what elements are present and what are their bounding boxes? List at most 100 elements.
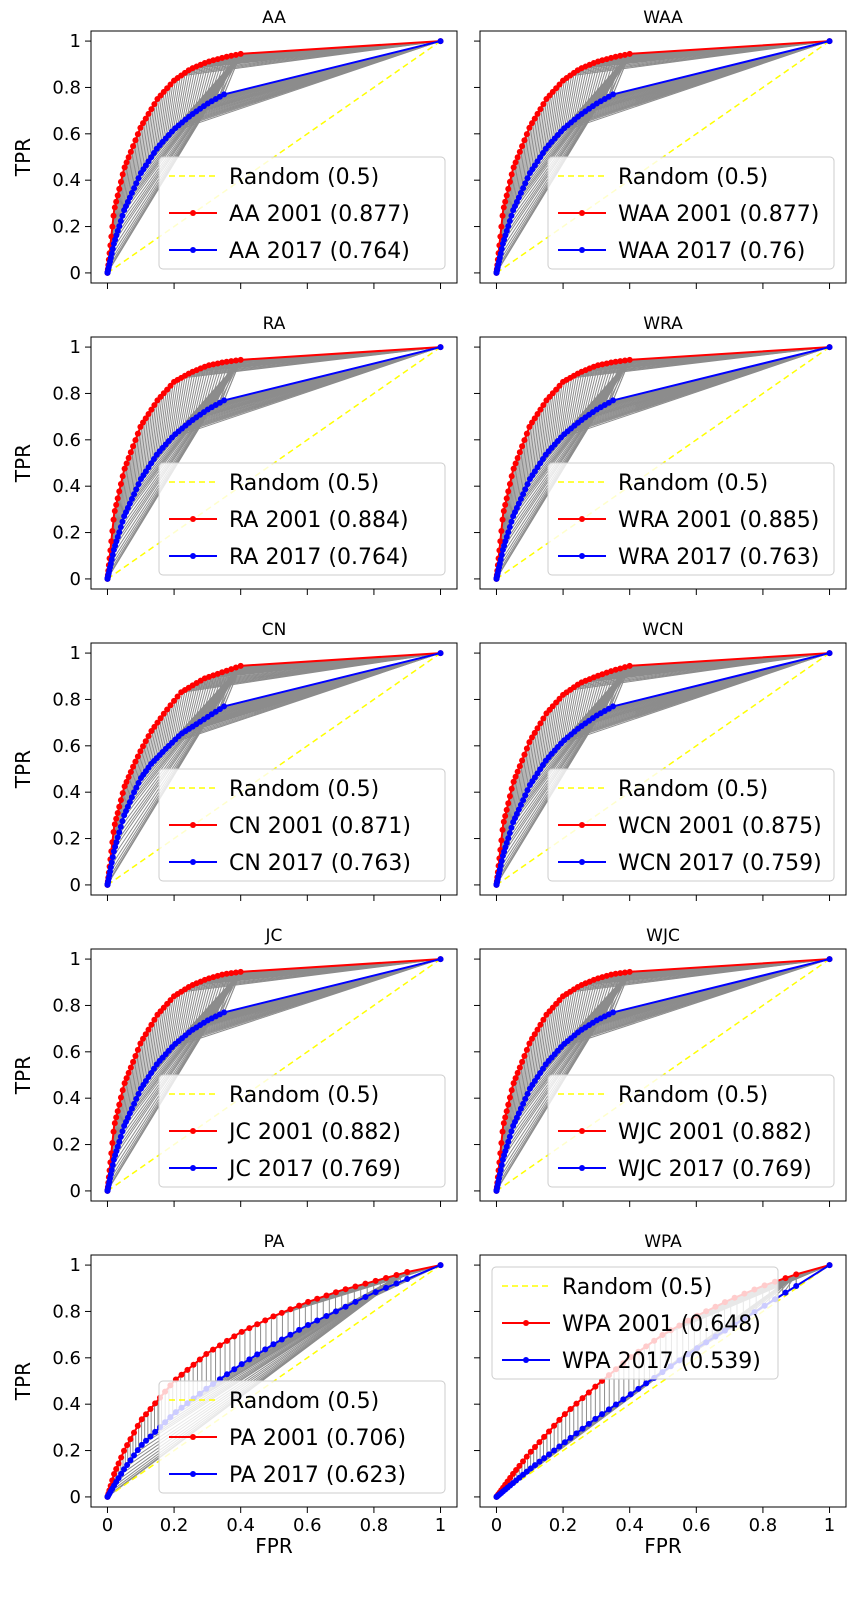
series-marker — [523, 430, 530, 437]
x-tick-label: 0.8 — [749, 1515, 778, 1536]
series-marker — [516, 1064, 523, 1071]
series-marker — [526, 423, 533, 430]
connector-line — [575, 65, 588, 119]
connector-line — [133, 432, 139, 494]
connector-line — [566, 685, 578, 739]
series-marker — [110, 516, 117, 523]
series-marker — [127, 1064, 134, 1071]
connector-line — [559, 76, 570, 133]
series-marker — [503, 227, 510, 234]
series-marker — [342, 1286, 349, 1293]
series-marker — [372, 1277, 379, 1284]
series-marker — [541, 1433, 548, 1440]
series-marker — [498, 1161, 505, 1168]
series-marker — [254, 1351, 261, 1358]
series-marker — [529, 120, 536, 127]
panel-cn: CN 0 0.2 0.4 0.6 0.8 1 TPR Random (0.5) CN 2001 (… — [11, 620, 458, 901]
series-marker — [137, 748, 144, 755]
connector-line — [524, 128, 530, 185]
legend-marker — [579, 822, 585, 828]
connector-line — [141, 115, 148, 171]
series-marker — [127, 449, 134, 456]
series-marker — [626, 662, 633, 669]
series-marker — [362, 1280, 369, 1287]
series-marker — [508, 473, 515, 480]
connector-line — [539, 1014, 548, 1073]
series-marker — [621, 664, 628, 671]
series-marker — [508, 518, 515, 525]
series-marker — [617, 52, 624, 59]
y-tick-label: 0.6 — [52, 1042, 81, 1063]
axes-frame — [479, 1254, 847, 1508]
y-axis-label: TPR — [11, 750, 35, 789]
series-marker — [516, 449, 523, 456]
series-marker — [148, 728, 155, 735]
series-marker — [515, 194, 522, 201]
series-marker — [142, 115, 149, 122]
series-marker — [128, 794, 135, 801]
series-marker — [793, 1282, 800, 1289]
series-marker — [124, 1442, 131, 1449]
series-marker — [121, 783, 128, 790]
connector-line — [514, 157, 518, 207]
series-marker — [134, 753, 141, 760]
connector-line — [152, 397, 161, 461]
legend-label: CN 2017 (0.763) — [229, 851, 411, 876]
series-marker — [503, 1143, 510, 1150]
axes-frame — [479, 336, 847, 590]
series-marker — [514, 768, 521, 775]
connector-line — [553, 81, 563, 140]
connector-line — [526, 125, 532, 181]
series-marker — [151, 1016, 158, 1023]
connector-line — [519, 441, 525, 501]
connector-line — [534, 723, 541, 778]
connector-line — [564, 989, 575, 1044]
series-marker — [128, 495, 135, 502]
connector-line — [183, 983, 196, 1037]
y-tick-label: 0.6 — [52, 736, 81, 757]
legend-marker — [579, 210, 585, 216]
series-marker — [342, 1303, 349, 1310]
series-marker — [190, 1361, 197, 1368]
series-marker — [520, 1100, 527, 1107]
connector-line — [162, 704, 172, 752]
legend-label: Random (0.5) — [229, 165, 379, 190]
series-2017-markers — [104, 956, 444, 1194]
series-marker — [514, 154, 521, 161]
series-marker — [114, 495, 121, 502]
connector-line — [150, 98, 159, 158]
series-marker — [121, 1447, 128, 1454]
series-marker — [498, 527, 505, 534]
series-marker — [545, 1428, 552, 1435]
series-marker — [117, 480, 124, 487]
series-marker — [621, 969, 628, 976]
series-marker — [137, 124, 144, 131]
series-marker — [117, 524, 124, 531]
series-marker — [523, 131, 530, 138]
series-marker — [124, 1461, 131, 1468]
connector-line — [547, 390, 556, 453]
series-2017-markers — [493, 650, 833, 888]
connector-line — [561, 376, 573, 437]
series-marker — [134, 1046, 141, 1053]
connector-line — [141, 415, 148, 477]
connector-line — [530, 115, 537, 171]
connector-line — [512, 462, 517, 516]
legend-frame — [158, 1074, 446, 1188]
connector-line — [553, 382, 563, 446]
series-marker — [608, 971, 615, 978]
connector-line — [149, 102, 157, 160]
series-2017-markers — [493, 38, 833, 276]
series-marker — [500, 1120, 507, 1127]
connector-line — [175, 689, 186, 740]
series-marker — [237, 50, 244, 57]
connector-line — [170, 378, 181, 439]
connector-line — [138, 1037, 145, 1093]
series-marker — [130, 143, 137, 150]
connector-line — [527, 421, 534, 483]
connector-line — [162, 999, 172, 1058]
y-tick-label: 1 — [70, 1255, 81, 1276]
series-marker — [238, 1361, 245, 1368]
series-marker — [561, 1411, 568, 1418]
series-marker — [142, 738, 149, 745]
